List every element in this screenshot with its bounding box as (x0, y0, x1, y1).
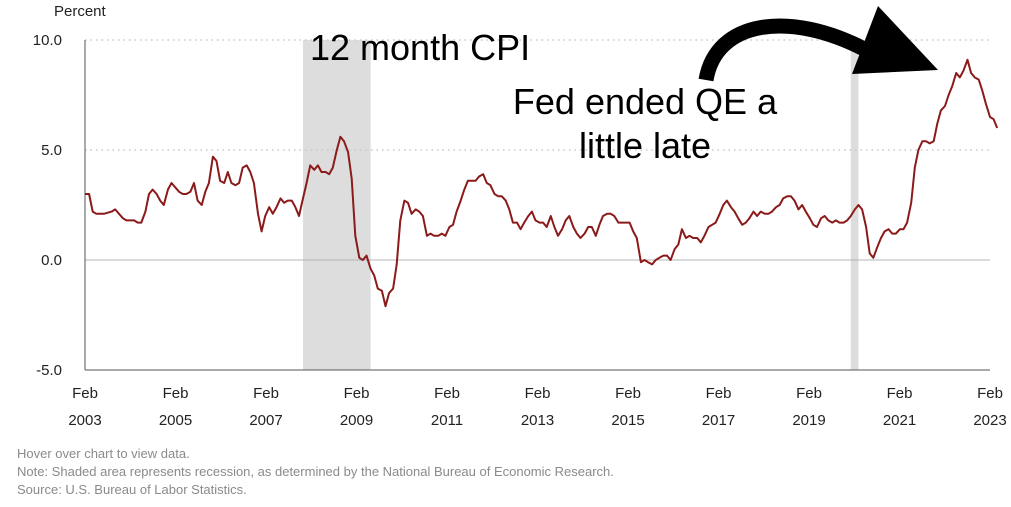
x-tick-month: Feb (163, 385, 189, 402)
source-note: Source: U.S. Bureau of Labor Statistics. (17, 482, 247, 497)
x-tick-month: Feb (253, 385, 279, 402)
x-tick-year: 2007 (249, 412, 282, 429)
x-tick-month: Feb (977, 385, 1003, 402)
y-tick-label: 0.0 (41, 252, 62, 269)
y-tick-label: 10.0 (33, 32, 62, 49)
x-tick-year: 2013 (521, 412, 554, 429)
annotation-cpi: 12 month CPI (310, 27, 530, 68)
x-tick-year: 2005 (159, 412, 192, 429)
y-axis-label: Percent (54, 3, 107, 20)
x-axis-ticks: Feb 2003 Feb 2005 Feb 2007 Feb 2009 Feb 2011 Feb 20… (68, 385, 1006, 429)
x-tick-month: Feb (344, 385, 370, 402)
y-axis-ticks: 10.0 5.0 0.0 -5.0 (33, 32, 62, 379)
x-tick-month: Feb (434, 385, 460, 402)
x-tick-year: 2017 (702, 412, 735, 429)
x-tick-year: 2015 (611, 412, 644, 429)
x-tick-month: Feb (887, 385, 913, 402)
x-tick-year: 2021 (883, 412, 916, 429)
recession-band (850, 40, 859, 370)
x-tick-month: Feb (72, 385, 98, 402)
x-tick-year: 2019 (792, 412, 825, 429)
series-line-cpi[interactable] (85, 58, 999, 308)
footer-notes: Hover over chart to view data. Note: Sha… (17, 445, 614, 499)
recession-note: Note: Shaded area represents recession, … (17, 464, 614, 479)
arrow-icon (698, 6, 938, 82)
recession-bands (303, 40, 859, 370)
annotation-fed-line2: little late (579, 125, 711, 166)
x-tick-year: 2023 (973, 412, 1006, 429)
hover-hint: Hover over chart to view data. (17, 446, 190, 461)
recession-band (303, 40, 371, 370)
y-tick-label: 5.0 (41, 142, 62, 159)
x-tick-month: Feb (706, 385, 732, 402)
y-tick-label: -5.0 (36, 362, 62, 379)
x-tick-year: 2003 (68, 412, 101, 429)
x-tick-month: Feb (525, 385, 551, 402)
x-tick-year: 2009 (340, 412, 373, 429)
x-tick-year: 2011 (431, 412, 463, 429)
x-tick-month: Feb (796, 385, 822, 402)
x-tick-month: Feb (615, 385, 641, 402)
chart[interactable]: 10.0 5.0 0.0 -5.0 Feb 2003 Feb 2005 Feb 2007 Feb 2… (0, 0, 1011, 440)
annotation-fed-line1: Fed ended QE a (513, 81, 778, 122)
